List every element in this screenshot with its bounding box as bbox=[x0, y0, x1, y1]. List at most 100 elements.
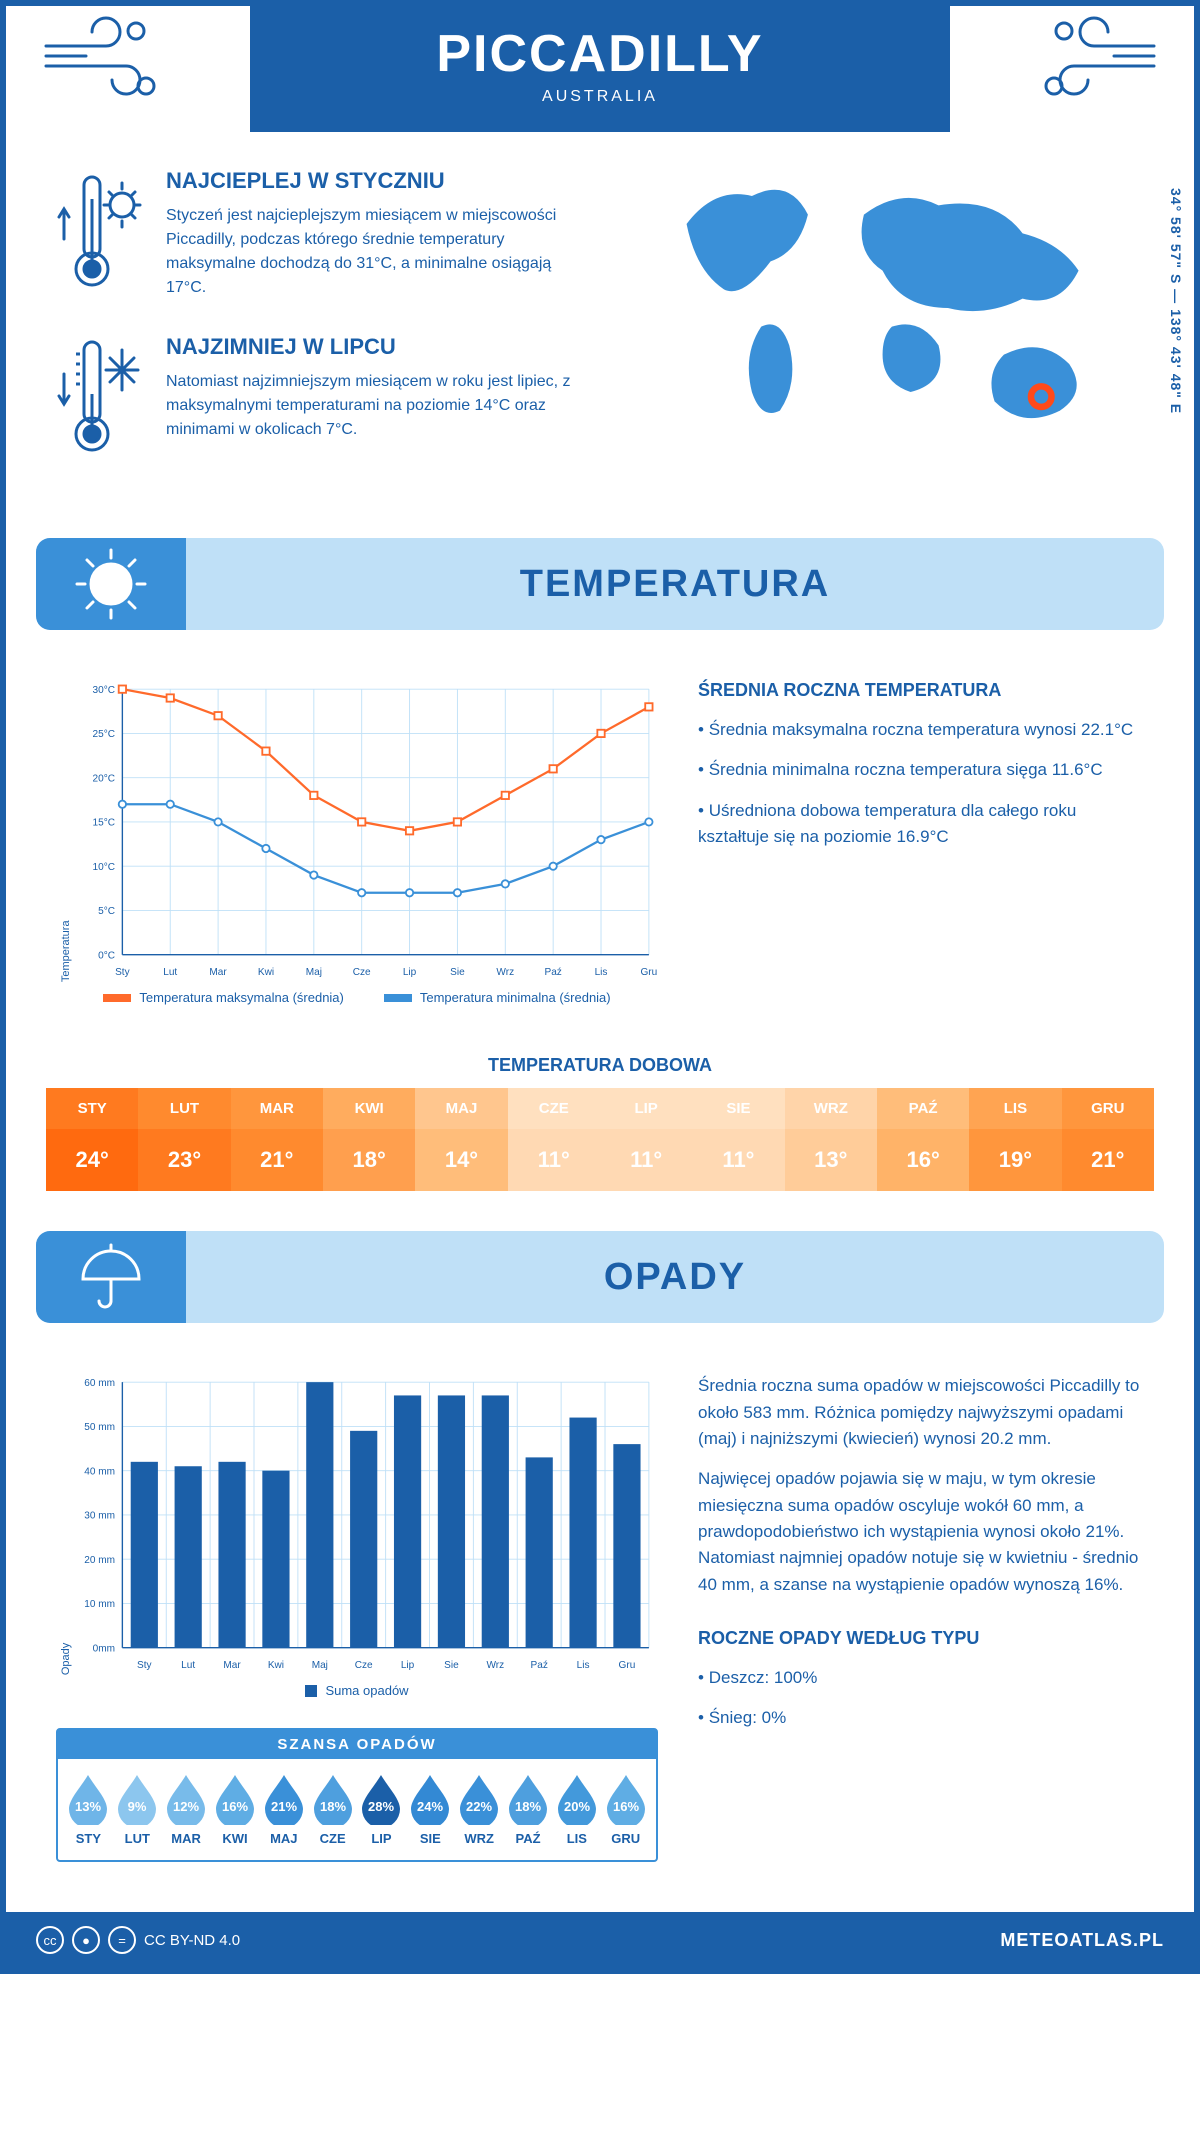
dobowa-value: 16° bbox=[877, 1129, 969, 1191]
svg-text:16%: 16% bbox=[613, 1799, 639, 1814]
svg-text:Gru: Gru bbox=[640, 967, 657, 978]
drop-col: 28%LIP bbox=[357, 1773, 406, 1846]
warmest-desc: Styczeń jest najcieplejszym miesiącem w … bbox=[166, 204, 586, 300]
wind-icon-right bbox=[1034, 6, 1164, 116]
dobowa-value: 21° bbox=[231, 1129, 323, 1191]
rain-drop-icon: 16% bbox=[603, 1773, 649, 1825]
szansa-title: SZANSA OPADÓW bbox=[58, 1730, 656, 1759]
svg-text:0°C: 0°C bbox=[98, 950, 115, 961]
precip-heading: OPADY bbox=[186, 1256, 1164, 1299]
license-text: CC BY-ND 4.0 bbox=[144, 1932, 240, 1949]
temp-y-label: Temperatura bbox=[56, 680, 72, 982]
rain-drop-icon: 22% bbox=[456, 1773, 502, 1825]
coordinates: 34° 58' 57" S — 138° 43' 48" E bbox=[1168, 188, 1184, 414]
legend-item-sum: Suma opadów bbox=[305, 1683, 408, 1698]
precip-y-label: Opady bbox=[56, 1373, 72, 1675]
drop-month: GRU bbox=[601, 1831, 650, 1846]
svg-text:Wrz: Wrz bbox=[486, 1660, 504, 1671]
footer-brand: METEOATLAS.PL bbox=[1000, 1930, 1164, 1951]
temperature-side: ŚREDNIA ROCZNA TEMPERATURA • Średnia mak… bbox=[698, 680, 1144, 1005]
rain-drop-icon: 24% bbox=[407, 1773, 453, 1825]
svg-text:60 mm: 60 mm bbox=[84, 1378, 115, 1389]
svg-text:Paź: Paź bbox=[531, 1660, 548, 1671]
svg-text:20 mm: 20 mm bbox=[84, 1555, 115, 1566]
drop-month: CZE bbox=[308, 1831, 357, 1846]
header-banner: PICCADILLY AUSTRALIA bbox=[250, 6, 949, 132]
svg-text:Paź: Paź bbox=[544, 967, 561, 978]
dobowa-col: MAJ14° bbox=[415, 1088, 507, 1191]
svg-text:Wrz: Wrz bbox=[496, 967, 514, 978]
wind-icon-left bbox=[36, 6, 166, 116]
coldest-title: NAJZIMNIEJ W LIPCU bbox=[166, 334, 586, 360]
precip-type-heading: ROCZNE OPADY WEDŁUG TYPU bbox=[698, 1628, 1144, 1649]
drop-month: LUT bbox=[113, 1831, 162, 1846]
warmest-title: NAJCIEPLEJ W STYCZNIU bbox=[166, 168, 586, 194]
dobowa-value: 18° bbox=[323, 1129, 415, 1191]
drop-col: 13%STY bbox=[64, 1773, 113, 1846]
dobowa-value: 21° bbox=[1062, 1129, 1154, 1191]
svg-text:Maj: Maj bbox=[306, 967, 322, 978]
temp-bullet-2: • Uśredniona dobowa temperatura dla całe… bbox=[698, 798, 1144, 851]
svg-text:Mar: Mar bbox=[223, 1660, 241, 1671]
rain-drop-icon: 12% bbox=[163, 1773, 209, 1825]
dobowa-month: STY bbox=[46, 1088, 138, 1129]
dobowa-value: 23° bbox=[138, 1129, 230, 1191]
svg-text:Maj: Maj bbox=[312, 1660, 328, 1671]
precip-para-1: Średnia roczna suma opadów w miejscowośc… bbox=[698, 1373, 1144, 1452]
page: PICCADILLY AUSTRALIA bbox=[0, 0, 1200, 1974]
umbrella-icon bbox=[36, 1231, 186, 1323]
dobowa-month: LIS bbox=[969, 1088, 1061, 1129]
page-subtitle: AUSTRALIA bbox=[250, 88, 949, 106]
svg-text:24%: 24% bbox=[417, 1799, 443, 1814]
drop-month: PAŹ bbox=[504, 1831, 553, 1846]
warmest-text: NAJCIEPLEJ W STYCZNIU Styczeń jest najci… bbox=[166, 168, 586, 300]
svg-text:Sie: Sie bbox=[450, 967, 465, 978]
svg-text:Lip: Lip bbox=[403, 967, 417, 978]
svg-text:12%: 12% bbox=[173, 1799, 199, 1814]
drop-month: STY bbox=[64, 1831, 113, 1846]
dobowa-col: STY24° bbox=[46, 1088, 138, 1191]
svg-text:20°C: 20°C bbox=[93, 773, 115, 784]
szansa-box: SZANSA OPADÓW 13%STY9%LUT12%MAR16%KWI21%… bbox=[56, 1728, 658, 1862]
dobowa-month: GRU bbox=[1062, 1088, 1154, 1129]
page-title: PICCADILLY bbox=[250, 24, 949, 84]
drop-col: 20%LIS bbox=[552, 1773, 601, 1846]
by-icon: ● bbox=[72, 1926, 100, 1954]
license-block: cc ● = CC BY-ND 4.0 bbox=[36, 1926, 240, 1954]
dobowa-title: TEMPERATURA DOBOWA bbox=[6, 1055, 1194, 1076]
drop-col: 18%PAŹ bbox=[504, 1773, 553, 1846]
nd-icon: = bbox=[108, 1926, 136, 1954]
dobowa-month: MAJ bbox=[415, 1088, 507, 1129]
sun-icon bbox=[36, 538, 186, 630]
temperature-chart: Temperatura 0°C5°C10°C15°C20°C25°C30°CSt… bbox=[56, 680, 658, 1005]
dobowa-col: PAŹ16° bbox=[877, 1088, 969, 1191]
precip-chart-area: Opady 0mm10 mm20 mm30 mm40 mm50 mm60 mmS… bbox=[56, 1373, 658, 1862]
svg-text:15°C: 15°C bbox=[93, 818, 115, 829]
temperature-panel: Temperatura 0°C5°C10°C15°C20°C25°C30°CSt… bbox=[6, 650, 1194, 1035]
svg-text:5°C: 5°C bbox=[98, 906, 115, 917]
rain-drop-icon: 20% bbox=[554, 1773, 600, 1825]
thermometer-cold-icon bbox=[56, 334, 146, 464]
dobowa-month: LIP bbox=[600, 1088, 692, 1129]
drop-month: KWI bbox=[211, 1831, 260, 1846]
drop-col: 16% KWI bbox=[211, 1773, 260, 1846]
dobowa-col: WRZ13° bbox=[785, 1088, 877, 1191]
dobowa-col: KWI18° bbox=[323, 1088, 415, 1191]
rain-drop-icon: 16% bbox=[212, 1773, 258, 1825]
temp-bullet-0: • Średnia maksymalna roczna temperatura … bbox=[698, 717, 1144, 743]
dobowa-month: PAŹ bbox=[877, 1088, 969, 1129]
drop-month: MAJ bbox=[259, 1831, 308, 1846]
rain-drop-icon: 21% bbox=[261, 1773, 307, 1825]
svg-text:21%: 21% bbox=[271, 1799, 297, 1814]
intro-right: 34° 58' 57" S — 138° 43' 48" E bbox=[640, 168, 1144, 498]
svg-text:10°C: 10°C bbox=[93, 862, 115, 873]
dobowa-col: LUT23° bbox=[138, 1088, 230, 1191]
dobowa-month: KWI bbox=[323, 1088, 415, 1129]
svg-text:Lis: Lis bbox=[577, 1660, 590, 1671]
svg-text:Kwi: Kwi bbox=[268, 1660, 284, 1671]
svg-text:Cze: Cze bbox=[355, 1660, 373, 1671]
precip-panel: Opady 0mm10 mm20 mm30 mm40 mm50 mm60 mmS… bbox=[6, 1343, 1194, 1892]
temp-side-heading: ŚREDNIA ROCZNA TEMPERATURA bbox=[698, 680, 1144, 701]
intro-left: NAJCIEPLEJ W STYCZNIU Styczeń jest najci… bbox=[56, 168, 610, 498]
drop-month: MAR bbox=[162, 1831, 211, 1846]
